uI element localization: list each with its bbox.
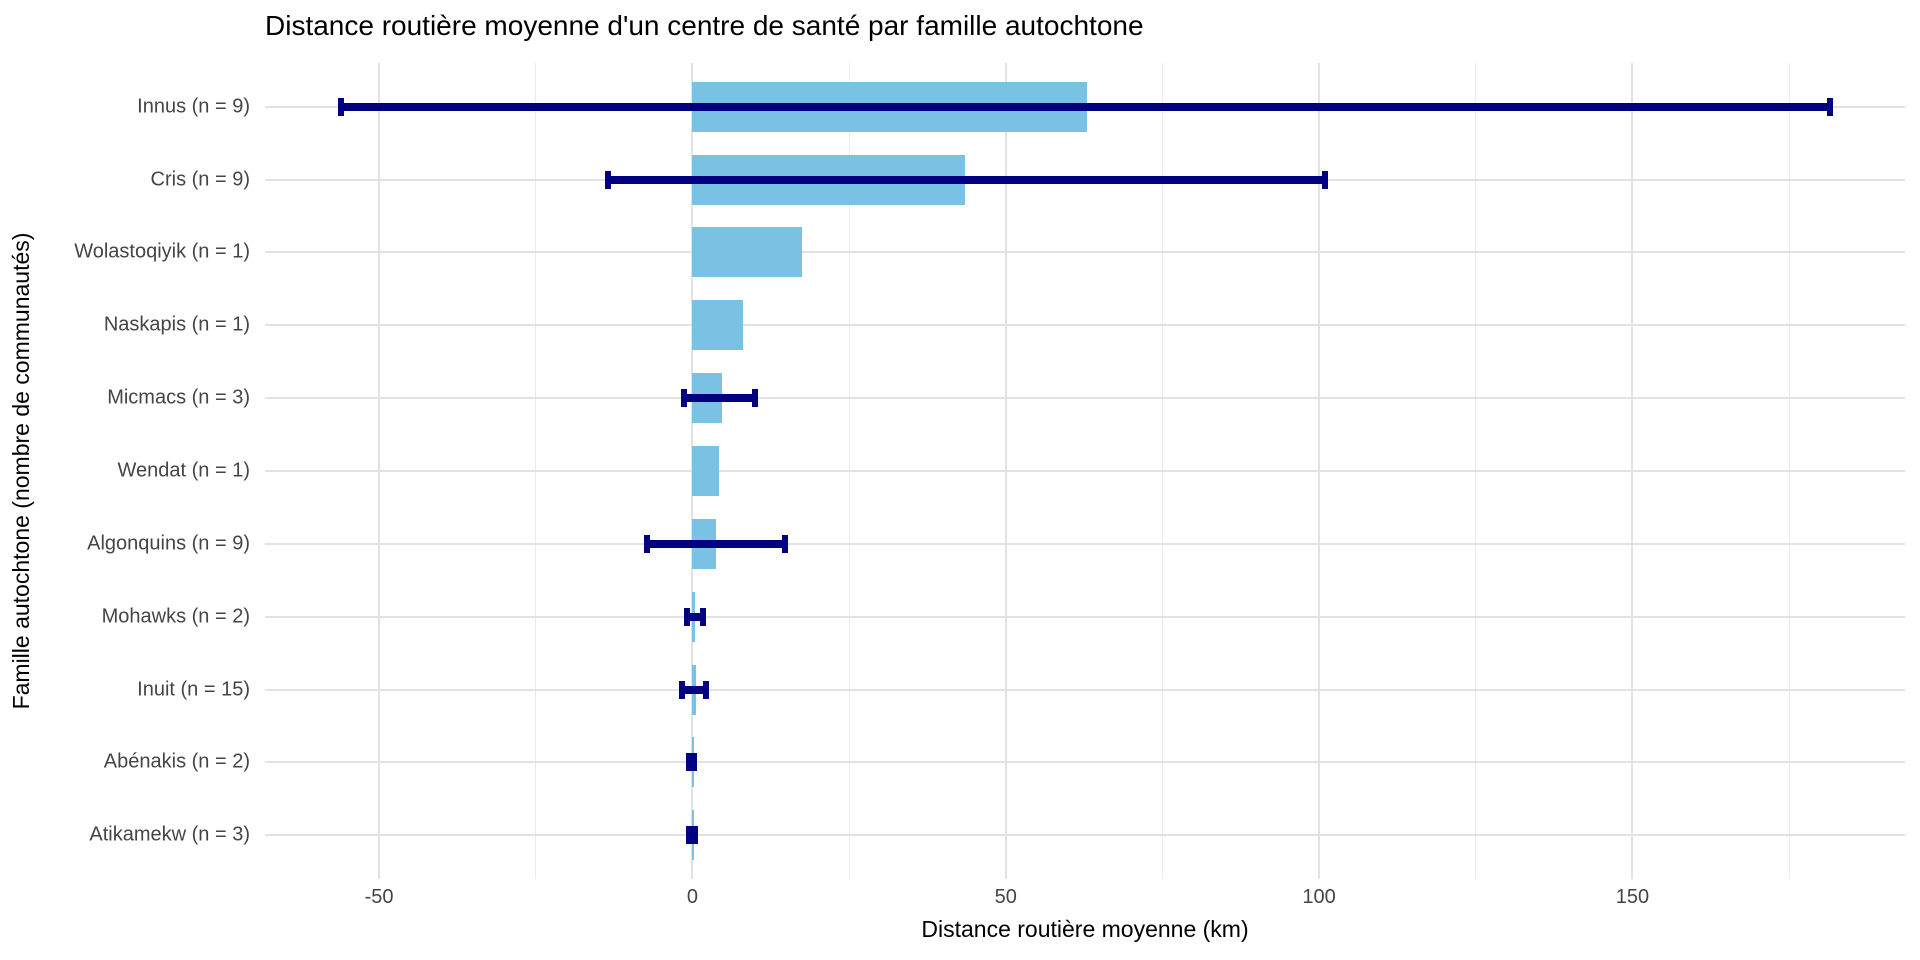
gridline-y — [265, 251, 1905, 254]
error-bar-line — [684, 394, 756, 403]
gridline-y — [265, 761, 1905, 764]
gridline-y — [265, 324, 1905, 327]
x-axis-title: Distance routière moyenne (km) — [921, 916, 1249, 942]
error-bar-cap — [643, 534, 650, 553]
error-bar-cap — [604, 170, 611, 189]
error-bar-line — [687, 612, 704, 621]
error-bar-cap — [782, 534, 789, 553]
error-bar-line — [341, 102, 1830, 111]
gridline-y — [265, 542, 1905, 545]
plot-panel — [265, 63, 1905, 879]
error-bar-cap — [684, 607, 691, 626]
bar — [692, 300, 743, 351]
y-axis-category-label: Micmacs (n = 3) — [107, 386, 250, 409]
bar — [692, 227, 803, 278]
error-bar-line — [607, 175, 1326, 184]
gridline-y — [265, 834, 1905, 837]
y-axis-category-label: Abénakis (n = 2) — [103, 750, 250, 773]
error-bar-cap — [681, 389, 688, 408]
x-axis-tick-label: -50 — [364, 886, 394, 908]
x-axis-tick-label: 150 — [1615, 886, 1650, 908]
error-bar-cap — [679, 680, 686, 699]
y-axis-category-label: Innus (n = 9) — [137, 95, 250, 118]
error-bar-cap — [691, 826, 698, 845]
error-bar-cap — [752, 389, 759, 408]
y-axis-category-label: Wolastoqiyik (n = 1) — [74, 240, 250, 263]
error-bar-cap — [700, 607, 707, 626]
gridline-y — [265, 470, 1905, 472]
y-axis-category-label: Mohawks (n = 2) — [101, 605, 250, 628]
x-axis-tick-label: 50 — [994, 886, 1017, 908]
error-bar-cap — [686, 753, 693, 772]
error-bar-cap — [1826, 97, 1833, 116]
y-axis-category-label: Naskapis (n = 1) — [103, 313, 250, 336]
error-bar-cap — [686, 826, 693, 845]
chart-title: Distance routière moyenne d'un centre de… — [265, 10, 1144, 41]
y-axis-category-label: Wendat (n = 1) — [117, 459, 250, 482]
x-axis-tick-label: 100 — [1302, 886, 1336, 908]
error-bar-cap — [702, 680, 709, 699]
error-bar-line — [646, 539, 786, 548]
y-axis-category-label: Atikamekw (n = 3) — [89, 823, 250, 846]
error-bar-cap — [338, 97, 345, 116]
gridline-y — [265, 688, 1905, 691]
gridline-y — [265, 397, 1905, 400]
bar — [692, 446, 719, 496]
error-bar-line — [682, 685, 706, 694]
y-axis-category-label: Cris (n = 9) — [150, 168, 250, 191]
y-axis-category-label: Algonquins (n = 9) — [87, 532, 250, 555]
gridline-y — [265, 615, 1905, 618]
y-axis-category-label: Inuit (n = 15) — [137, 678, 250, 701]
error-bar-cap — [691, 753, 698, 772]
error-bar-cap — [1322, 170, 1329, 189]
x-axis-tick-label: 0 — [686, 886, 698, 908]
